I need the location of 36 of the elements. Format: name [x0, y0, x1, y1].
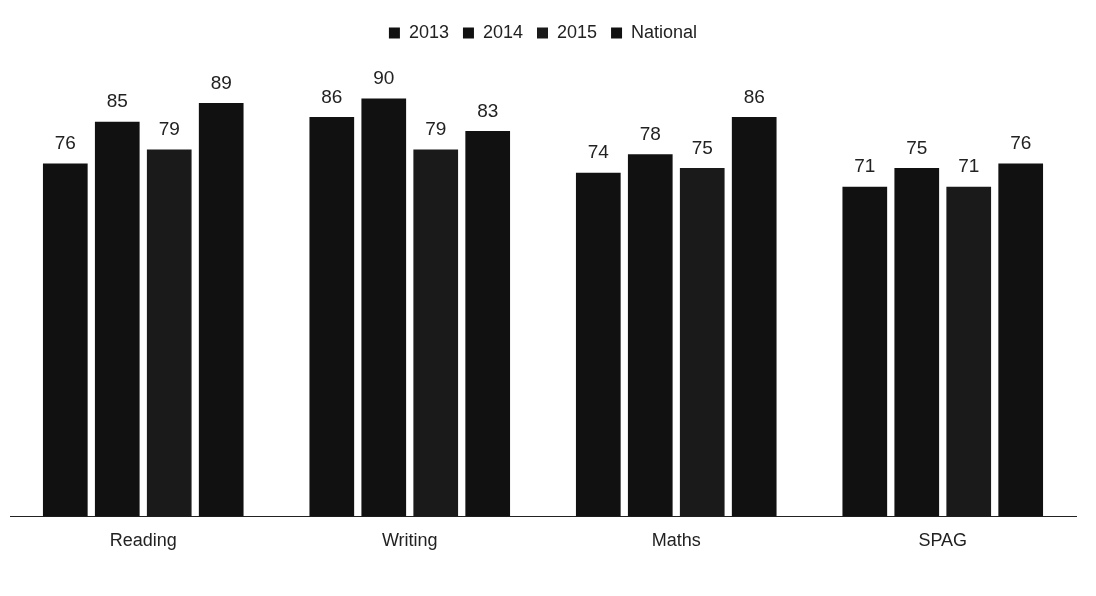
data-label: 89 [210, 71, 232, 93]
legend-label: 2014 [482, 21, 523, 42]
bar [731, 117, 777, 517]
bar [627, 154, 673, 517]
data-label: 79 [425, 118, 447, 140]
data-label: 78 [639, 122, 661, 144]
bar [309, 117, 355, 517]
data-label: 83 [477, 99, 499, 121]
bar [998, 163, 1044, 517]
data-label: 74 [587, 141, 610, 163]
x-tick-label: Writing [381, 530, 438, 551]
legend-label: National [631, 21, 698, 42]
x-tick-label: Maths [651, 530, 701, 551]
data-label: 75 [906, 136, 928, 158]
bar [465, 130, 511, 517]
bar [894, 168, 940, 517]
data-label: 86 [743, 85, 765, 107]
data-label: 85 [106, 90, 128, 112]
data-label: 76 [1010, 132, 1032, 154]
bar [361, 98, 407, 517]
x-tick-label: Reading [109, 530, 177, 551]
bar [575, 172, 621, 517]
data-label: 79 [158, 118, 180, 140]
legend-label: 2015 [557, 21, 598, 42]
data-label: 76 [54, 132, 76, 154]
data-label: 90 [373, 67, 395, 89]
bar [198, 103, 244, 517]
bar [842, 186, 888, 517]
data-label: 75 [691, 136, 713, 158]
x-tick-label: SPAG [918, 530, 968, 551]
legend-label: 2013 [408, 21, 449, 42]
data-label: 71 [854, 155, 876, 177]
bar [94, 121, 140, 517]
data-label: 71 [958, 155, 980, 177]
data-label: 86 [321, 85, 343, 107]
bar [42, 163, 88, 517]
